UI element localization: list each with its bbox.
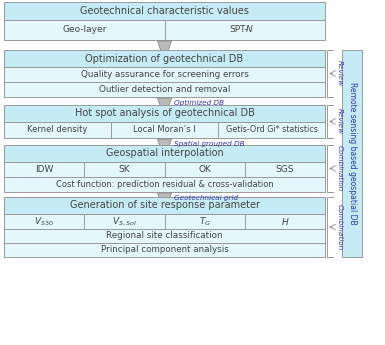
FancyBboxPatch shape <box>4 50 325 67</box>
FancyBboxPatch shape <box>4 2 325 20</box>
FancyBboxPatch shape <box>4 197 325 214</box>
Text: SK: SK <box>119 165 130 174</box>
Text: N: N <box>245 26 252 34</box>
Text: Optimization of geotechnical DB: Optimization of geotechnical DB <box>85 53 244 63</box>
FancyBboxPatch shape <box>4 177 325 192</box>
Text: $T_G$: $T_G$ <box>199 215 211 228</box>
FancyBboxPatch shape <box>342 50 362 257</box>
Text: Review: Review <box>337 108 343 135</box>
Text: SGS: SGS <box>276 165 294 174</box>
Text: Local Moran’s I: Local Moran’s I <box>133 126 196 135</box>
Text: Regional site classification: Regional site classification <box>106 231 223 240</box>
FancyBboxPatch shape <box>4 229 325 243</box>
Polygon shape <box>157 139 171 149</box>
Text: Generation of site response parameter: Generation of site response parameter <box>70 200 259 210</box>
Text: Geotechnical grid: Geotechnical grid <box>174 195 238 201</box>
Text: Geo-layer: Geo-layer <box>62 26 106 34</box>
FancyBboxPatch shape <box>4 214 325 229</box>
Text: Outlier detection and removal: Outlier detection and removal <box>99 85 230 94</box>
Text: Review: Review <box>337 60 343 87</box>
Text: $V_{S,Sol}$: $V_{S,Sol}$ <box>112 215 137 228</box>
FancyBboxPatch shape <box>4 145 325 162</box>
Text: OK: OK <box>198 165 211 174</box>
Polygon shape <box>157 193 171 203</box>
FancyBboxPatch shape <box>4 67 325 82</box>
Polygon shape <box>157 41 171 51</box>
Text: IDW: IDW <box>35 165 53 174</box>
Text: Optimized DB: Optimized DB <box>174 100 224 106</box>
Text: Combination: Combination <box>337 145 343 191</box>
Text: Geospatial interpolation: Geospatial interpolation <box>105 148 223 158</box>
FancyBboxPatch shape <box>4 105 325 122</box>
FancyBboxPatch shape <box>4 82 325 97</box>
Text: $H$: $H$ <box>281 216 289 227</box>
Text: Kernel density: Kernel density <box>27 126 88 135</box>
Text: SPT-: SPT- <box>229 26 248 34</box>
Text: Principal component analysis: Principal component analysis <box>100 246 228 255</box>
Text: Getis-Ord Gi* statistics: Getis-Ord Gi* statistics <box>226 126 318 135</box>
Text: $V_{S30}$: $V_{S30}$ <box>34 215 54 228</box>
FancyBboxPatch shape <box>4 122 325 138</box>
Polygon shape <box>157 98 171 108</box>
Text: Cost function: prediction residual & cross-validation: Cost function: prediction residual & cro… <box>55 180 273 189</box>
Text: Remote sensing based geospatial DB: Remote sensing based geospatial DB <box>348 82 357 225</box>
Text: Combination: Combination <box>337 204 343 250</box>
FancyBboxPatch shape <box>4 162 325 177</box>
Text: Quality assurance for screening errors: Quality assurance for screening errors <box>80 70 248 79</box>
FancyBboxPatch shape <box>4 20 325 40</box>
Text: Geotechnical characteristic values: Geotechnical characteristic values <box>80 6 249 16</box>
Text: Spatial grouped DB: Spatial grouped DB <box>174 141 244 147</box>
FancyBboxPatch shape <box>4 243 325 257</box>
Text: Hot spot analysis of geotechnical DB: Hot spot analysis of geotechnical DB <box>75 108 254 118</box>
